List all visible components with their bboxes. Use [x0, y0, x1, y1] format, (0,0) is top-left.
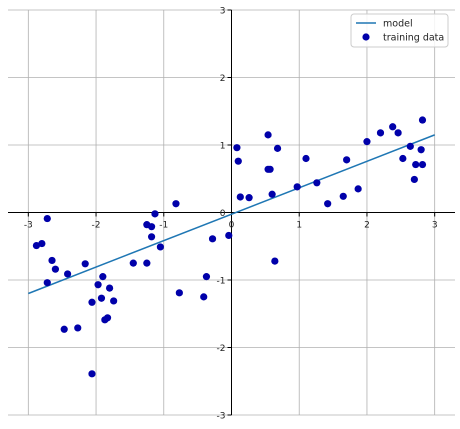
y-tick-label: -2 [217, 344, 226, 354]
y-tick-label: 1 [220, 142, 226, 152]
training-data-point [147, 233, 156, 241]
training-data-point [81, 260, 89, 268]
training-data-point [156, 243, 164, 251]
training-data-point [264, 131, 272, 139]
training-data-point [268, 190, 276, 198]
training-data-point [143, 259, 151, 267]
training-data-point [271, 257, 279, 265]
training-data-point [51, 265, 60, 273]
training-data-point [97, 294, 106, 302]
x-tick-label: -3 [24, 221, 33, 231]
training-data-point [417, 146, 425, 154]
training-data-point [32, 241, 41, 250]
training-data-point [43, 214, 51, 223]
training-data-point [418, 160, 427, 169]
training-data-point [48, 256, 56, 265]
training-data-point [175, 289, 183, 297]
legend-training-data-label: training data [383, 33, 444, 44]
training-data-point [376, 129, 385, 137]
training-data-point [293, 183, 301, 191]
training-data-point [418, 116, 427, 124]
y-tick-label: 2 [220, 74, 226, 84]
training-data-point [233, 144, 241, 152]
training-data-point [302, 154, 310, 163]
training-data-point [105, 284, 114, 292]
x-tick-label: 2 [364, 221, 370, 231]
y-tick-label: -3 [217, 412, 226, 422]
y-tick-label: 0 [220, 209, 226, 219]
x-tick-label: 1 [296, 221, 302, 231]
training-data-point [343, 156, 351, 164]
training-data-points [32, 116, 427, 378]
training-data-point [354, 185, 362, 193]
x-tick-label: -1 [159, 221, 168, 231]
training-data-point [363, 138, 371, 146]
y-tick-label: -1 [217, 277, 226, 287]
training-data-point [88, 370, 96, 378]
training-data-point [208, 235, 217, 243]
training-data-point [103, 314, 112, 322]
training-data-point [412, 160, 420, 169]
training-data-point [38, 239, 46, 248]
training-data-point [389, 123, 397, 131]
training-data-point [394, 129, 402, 137]
x-tick-label: 3 [432, 221, 438, 231]
training-data-point [313, 179, 321, 187]
legend-training-data-swatch [362, 33, 370, 41]
training-data-point [266, 165, 274, 173]
training-data-point [245, 194, 253, 202]
ticks: -3 -2 -1 0 1 2 3 -3 -2 -1 0 1 2 3 [24, 7, 438, 422]
training-data-point [202, 273, 211, 281]
training-data-point [99, 273, 107, 281]
x-tick-label: -2 [92, 221, 101, 231]
legend: model training data [350, 13, 449, 48]
y-tick-label: 3 [220, 7, 226, 17]
training-data-point [60, 325, 68, 333]
training-data-point [273, 144, 282, 152]
training-data-point [234, 157, 242, 165]
training-data-point [225, 231, 233, 240]
training-data-point [129, 259, 137, 267]
training-data-point [88, 298, 96, 306]
legend-model-label: model [383, 19, 413, 30]
training-data-point [324, 200, 332, 208]
training-data-point [236, 193, 244, 201]
training-data-point [94, 281, 102, 289]
training-data-point [74, 324, 82, 332]
x-tick-label: 0 [229, 221, 235, 231]
training-data-point [172, 200, 180, 208]
training-data-point [151, 210, 159, 218]
model-line [28, 134, 435, 295]
training-data-point [200, 293, 208, 301]
training-data-point [110, 297, 118, 305]
training-data-point [339, 192, 347, 200]
training-data-point [406, 142, 414, 150]
training-data-point [410, 175, 418, 184]
training-data-point [43, 279, 51, 287]
training-data-point [64, 270, 72, 278]
training-data-point [147, 223, 156, 231]
model-line-layer [28, 134, 435, 295]
training-data-point [399, 154, 407, 163]
